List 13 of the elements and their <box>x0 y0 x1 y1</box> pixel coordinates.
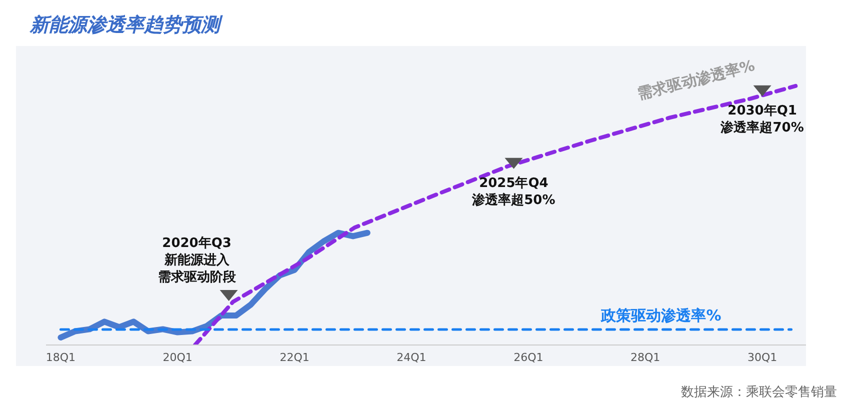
annotation: 2025年Q4渗透率超50% <box>471 176 556 208</box>
x-tick-label: 30Q1 <box>747 350 778 364</box>
annotation: 2030年Q1渗透率超70% <box>720 103 804 136</box>
x-tick-label: 26Q1 <box>514 350 544 364</box>
x-tick-label: 18Q1 <box>46 350 76 364</box>
source-note: 数据来源：乘联会零售销量 <box>681 384 837 401</box>
annotation: 2020年Q3新能源进入需求驱动阶段 <box>158 236 237 285</box>
text: 需求驱动渗透率% <box>636 56 757 103</box>
x-tick-label: 22Q1 <box>280 350 310 364</box>
series-label: 政策驱动渗透率% <box>600 306 722 324</box>
x-tick-label: 24Q1 <box>396 350 426 364</box>
x-tick-label: 20Q1 <box>162 350 192 364</box>
x-tick-label: 28Q1 <box>630 350 660 364</box>
